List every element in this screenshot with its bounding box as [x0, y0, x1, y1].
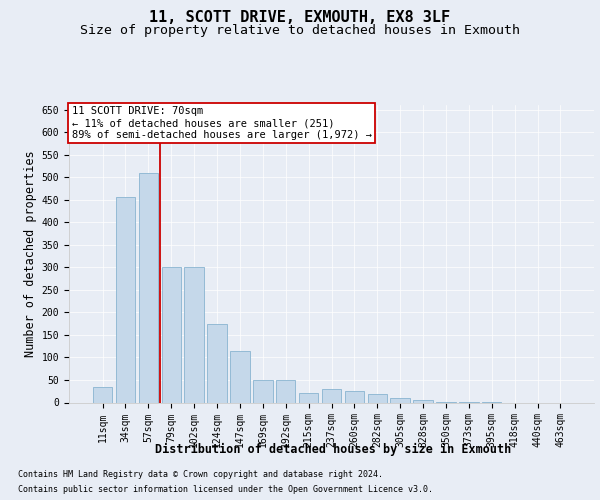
Bar: [116, 198, 135, 402]
Y-axis label: Number of detached properties: Number of detached properties: [25, 150, 37, 357]
Bar: [184, 268, 204, 402]
Bar: [93, 386, 112, 402]
Text: 11, SCOTT DRIVE, EXMOUTH, EX8 3LF: 11, SCOTT DRIVE, EXMOUTH, EX8 3LF: [149, 10, 451, 25]
Bar: [299, 394, 319, 402]
Text: Distribution of detached houses by size in Exmouth: Distribution of detached houses by size …: [155, 442, 511, 456]
Bar: [208, 324, 227, 402]
Bar: [344, 391, 364, 402]
Bar: [276, 380, 295, 402]
Bar: [322, 389, 341, 402]
Bar: [391, 398, 410, 402]
Text: Size of property relative to detached houses in Exmouth: Size of property relative to detached ho…: [80, 24, 520, 37]
Text: Contains public sector information licensed under the Open Government Licence v3: Contains public sector information licen…: [18, 485, 433, 494]
Bar: [368, 394, 387, 402]
Text: Contains HM Land Registry data © Crown copyright and database right 2024.: Contains HM Land Registry data © Crown c…: [18, 470, 383, 479]
Bar: [139, 172, 158, 402]
Bar: [253, 380, 272, 402]
Bar: [161, 268, 181, 402]
Bar: [413, 400, 433, 402]
Bar: [230, 350, 250, 403]
Text: 11 SCOTT DRIVE: 70sqm
← 11% of detached houses are smaller (251)
89% of semi-det: 11 SCOTT DRIVE: 70sqm ← 11% of detached …: [71, 106, 371, 140]
